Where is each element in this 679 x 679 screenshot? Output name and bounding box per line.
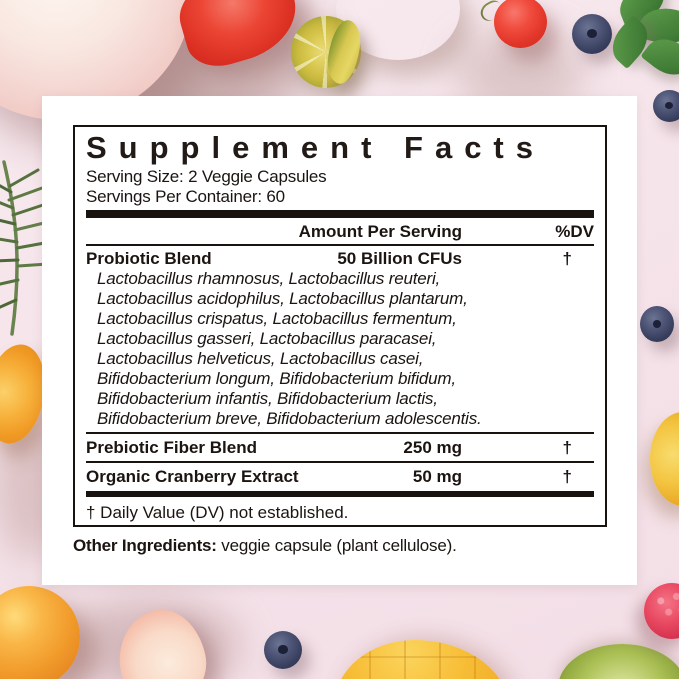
ingredient-name: Prebiotic Fiber Blend [86, 438, 257, 457]
other-ingredients-label: Other Ingredients: [73, 536, 217, 555]
species-line: Lactobacillus rhamnosus, Lactobacillus r… [97, 269, 441, 288]
physalis-slice-image [650, 412, 679, 506]
thick-rule [86, 491, 594, 497]
orange-image [0, 586, 80, 679]
dagger-symbol: † [562, 438, 572, 457]
header-amount-per-serving: Amount Per Serving [298, 222, 462, 241]
mango-image [334, 640, 510, 679]
kiwi-slice-image [558, 644, 679, 679]
species-line: Lactobacillus crispatus, Lactobacillus f… [97, 309, 457, 328]
ingredient-amount: 50 Billion CFUs [337, 249, 462, 268]
other-ingredients: Other Ingredients: veggie capsule (plant… [73, 536, 457, 556]
dagger-symbol: † [562, 467, 572, 486]
table-row-probiotic-blend: Probiotic Blend 50 Billion CFUs † [86, 246, 594, 269]
ingredient-name: Organic Cranberry Extract [86, 467, 299, 486]
blueberry-image [653, 90, 679, 122]
species-line: Lactobacillus gasseri, Lactobacillus par… [97, 329, 437, 348]
dv-footnote: † Daily Value (DV) not established. [86, 503, 349, 522]
table-header: Amount Per Serving %DV [86, 218, 594, 246]
blueberry-image [264, 631, 302, 669]
ingredient-dv: † [462, 438, 594, 458]
servings-per-container: Servings Per Container: 60 [86, 186, 285, 206]
thin-rule [86, 432, 594, 434]
panel-title: Supplement Facts [86, 131, 545, 165]
other-ingredients-value: veggie capsule (plant cellulose). [221, 536, 457, 555]
blueberry-image [640, 306, 674, 342]
table-row-prebiotic-fiber-blend: Prebiotic Fiber Blend 250 mg † [86, 434, 594, 461]
species-line: Lactobacillus helveticus, Lactobacillus … [97, 349, 424, 368]
thick-rule [86, 210, 594, 218]
ingredient-dv: † [462, 467, 594, 487]
dagger-symbol: † [562, 249, 572, 268]
ingredient-dv: † [462, 249, 594, 269]
species-line: Bifidobacterium breve, Bifidobacterium a… [97, 409, 482, 428]
species-line: Bifidobacterium infantis, Bifidobacteriu… [97, 389, 438, 408]
ingredient-name: Probiotic Blend [86, 249, 212, 268]
mint-leaves-image [603, 0, 679, 86]
serving-size: Serving Size: 2 Veggie Capsules [86, 167, 327, 186]
species-line: Bifidobacterium longum, Bifidobacterium … [97, 369, 456, 388]
thin-rule [86, 461, 594, 463]
header-percent-dv: %DV [555, 222, 594, 241]
raspberry-image [644, 583, 679, 639]
cherry-tomato-image [494, 0, 547, 48]
supplement-card: Supplement Facts Serving Size: 2 Veggie … [42, 96, 637, 585]
blueberry-image [572, 14, 612, 54]
probiotic-species-list: Lactobacillus rhamnosus, Lactobacillus r… [86, 269, 594, 429]
table-row-organic-cranberry-extract: Organic Cranberry Extract 50 mg † [86, 463, 594, 490]
ingredient-amount: 250 mg [403, 438, 462, 457]
ingredient-amount: 50 mg [412, 467, 462, 486]
species-line: Lactobacillus acidophilus, Lactobacillus… [97, 289, 468, 308]
supplement-facts-panel: Supplement Facts Serving Size: 2 Veggie … [73, 125, 607, 527]
